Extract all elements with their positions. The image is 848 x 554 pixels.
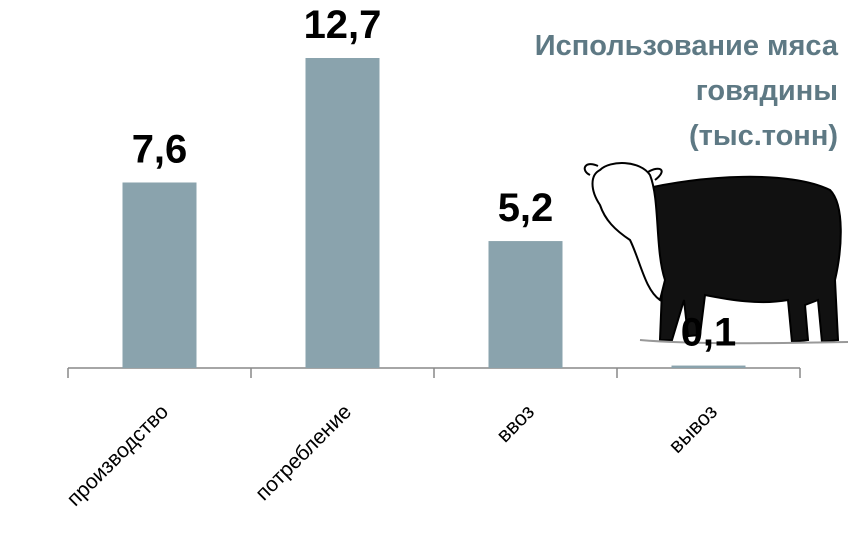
- x-tick-label: потребление: [251, 400, 356, 505]
- x-tick-label: производство: [63, 400, 173, 510]
- chart-title: говядины: [696, 75, 838, 107]
- value-label: 7,6: [132, 127, 188, 171]
- value-label: 5,2: [498, 186, 554, 230]
- chart-title: Использование мяса: [535, 30, 839, 62]
- bar: [489, 241, 563, 368]
- value-label: 12,7: [304, 3, 382, 47]
- value-label: 0,1: [681, 311, 737, 355]
- chart-title: (тыс.тонн): [689, 120, 838, 152]
- x-tick-label: вывоз: [665, 400, 722, 457]
- x-tick-label: ввоз: [492, 400, 539, 447]
- bar: [672, 366, 746, 368]
- chart: Использование мяса говядины (тыс.тонн) 7…: [0, 0, 848, 554]
- bar: [123, 182, 197, 368]
- bar: [306, 58, 380, 368]
